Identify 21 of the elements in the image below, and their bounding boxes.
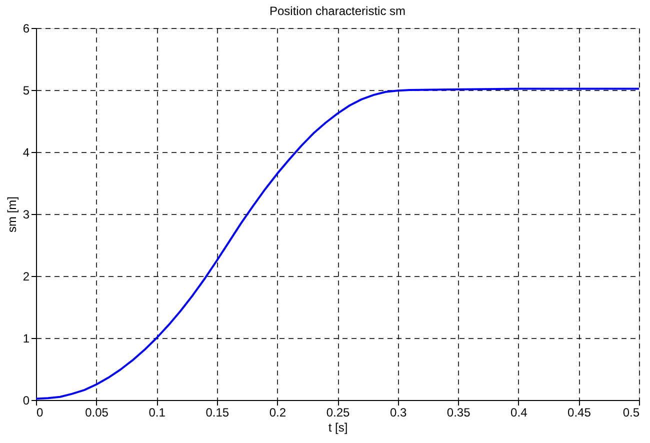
y-tick-label: 4 [22,146,30,160]
x-tick-label: 0 [36,406,44,420]
x-axis-title: t [s] [328,420,348,434]
x-tick-label: 0.1 [148,406,166,420]
chart-title: Position characteristic sm [269,4,406,18]
x-tick-label: 0.2 [269,406,286,420]
x-tick-label: 0.5 [622,406,640,420]
x-tick-label: 0.35 [446,406,471,420]
y-tick-label: 5 [22,84,30,98]
x-tick-label: 0.15 [206,406,230,420]
x-tick-label: 0.05 [85,406,109,420]
y-tick-label: 6 [22,22,30,36]
y-tick-label: 2 [22,270,30,284]
x-tick-label: 0.25 [326,406,350,420]
y-tick-label: 3 [22,208,30,222]
x-tick-label: 0.3 [390,406,407,420]
y-tick-label: 1 [22,332,30,346]
y-axis-title: sm [m] [4,196,19,232]
x-tick-label: 0.45 [568,406,592,420]
x-tick-label: 0.4 [510,406,528,420]
y-tick-label: 0 [22,394,30,408]
